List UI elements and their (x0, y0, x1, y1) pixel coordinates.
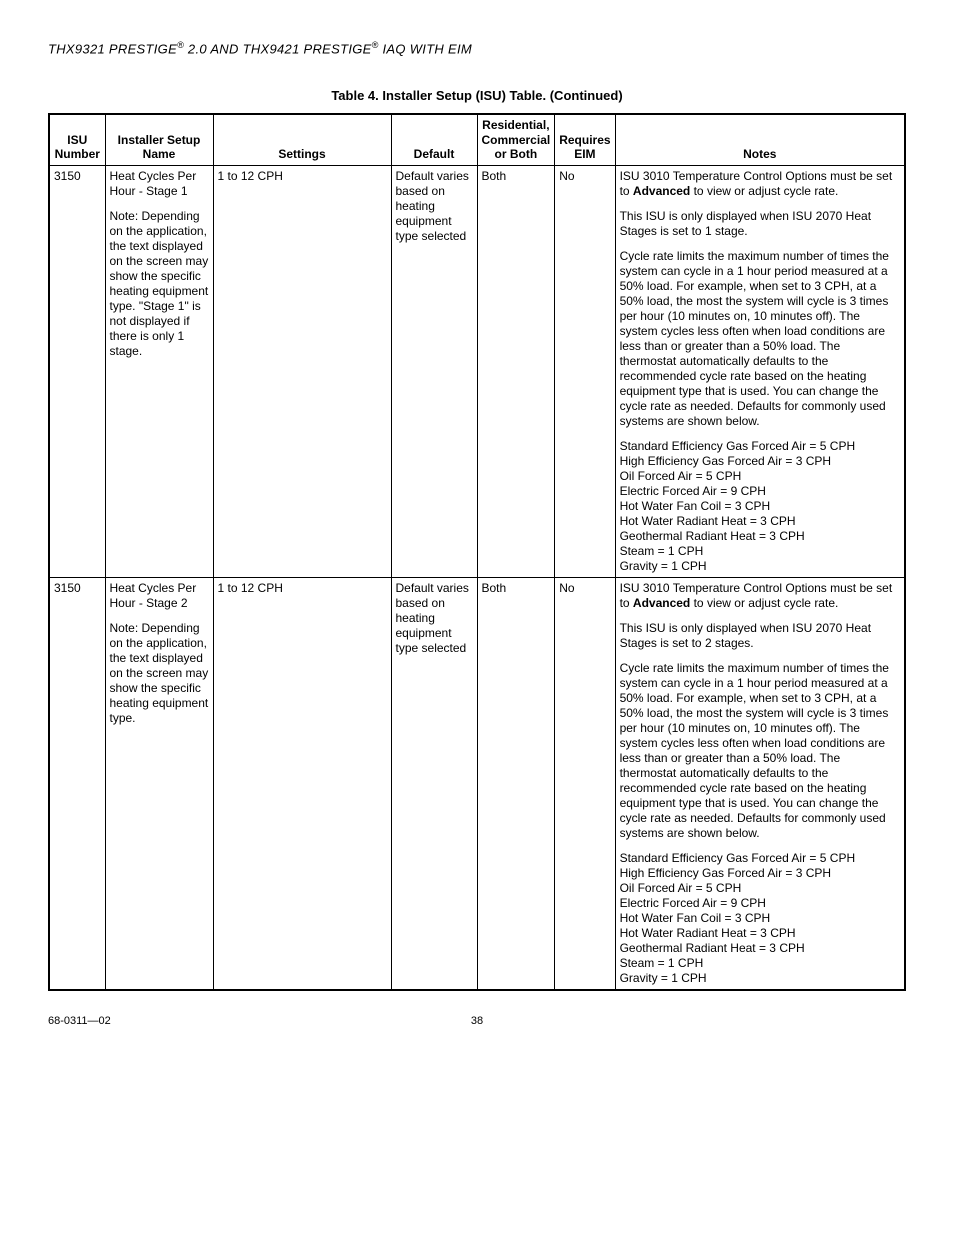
header-suffix: IAQ WITH EIM (379, 41, 472, 56)
name-p2: Note: Depending on the application, the … (110, 621, 209, 726)
notes-l1: Standard Efficiency Gas Forced Air = 5 C… (620, 439, 900, 454)
notes-p3: Cycle rate limits the maximum number of … (620, 661, 900, 841)
notes-l1: Standard Efficiency Gas Forced Air = 5 C… (620, 851, 900, 866)
notes-p3: Cycle rate limits the maximum number of … (620, 249, 900, 429)
cell-settings: 1 to 12 CPH (213, 165, 391, 577)
name-p1: Heat Cycles Per Hour - Stage 1 (110, 169, 209, 199)
notes-p1: ISU 3010 Temperature Control Options mus… (620, 581, 900, 611)
cell-default: Default varies based on heating equipmen… (391, 577, 477, 990)
name-p2: Note: Depending on the application, the … (110, 209, 209, 359)
notes-l9: Gravity = 1 CPH (620, 559, 900, 574)
notes-l4: Electric Forced Air = 9 CPH (620, 896, 900, 911)
notes-p1c: to view or adjust cycle rate. (690, 184, 838, 198)
cell-rcb: Both (477, 577, 555, 990)
cell-isu: 3150 (49, 165, 105, 577)
table-header-row: ISU Number Installer Setup Name Settings… (49, 114, 905, 165)
name-p1: Heat Cycles Per Hour - Stage 2 (110, 581, 209, 611)
cell-name: Heat Cycles Per Hour - Stage 2 Note: Dep… (105, 577, 213, 990)
col-settings: Settings (213, 114, 391, 165)
cell-name: Heat Cycles Per Hour - Stage 1 Note: Dep… (105, 165, 213, 577)
cell-notes: ISU 3010 Temperature Control Options mus… (615, 165, 905, 577)
notes-p1c: to view or adjust cycle rate. (690, 596, 838, 610)
footer-page: 38 (471, 1015, 483, 1027)
notes-p1b: Advanced (633, 596, 690, 610)
col-isu: ISU Number (49, 114, 105, 165)
notes-l3: Oil Forced Air = 5 CPH (620, 881, 900, 896)
notes-p2: This ISU is only displayed when ISU 2070… (620, 621, 900, 651)
notes-l7: Geothermal Radiant Heat = 3 CPH (620, 529, 900, 544)
notes-l6: Hot Water Radiant Heat = 3 CPH (620, 514, 900, 529)
notes-l8: Steam = 1 CPH (620, 544, 900, 559)
cell-notes: ISU 3010 Temperature Control Options mus… (615, 577, 905, 990)
notes-p2: This ISU is only displayed when ISU 2070… (620, 209, 900, 239)
table-row: 3150 Heat Cycles Per Hour - Stage 1 Note… (49, 165, 905, 577)
notes-l7: Geothermal Radiant Heat = 3 CPH (620, 941, 900, 956)
notes-l8: Steam = 1 CPH (620, 956, 900, 971)
col-name: Installer Setup Name (105, 114, 213, 165)
header-prefix: THX9321 PRESTIGE (48, 41, 177, 56)
col-eim: Requires EIM (555, 114, 615, 165)
notes-l9: Gravity = 1 CPH (620, 971, 900, 986)
header-reg1: ® (177, 40, 184, 50)
notes-l4: Electric Forced Air = 9 CPH (620, 484, 900, 499)
cell-isu: 3150 (49, 577, 105, 990)
table-row: 3150 Heat Cycles Per Hour - Stage 2 Note… (49, 577, 905, 990)
notes-l2: High Efficiency Gas Forced Air = 3 CPH (620, 866, 900, 881)
col-rcb: Residential, Commercial or Both (477, 114, 555, 165)
notes-l3: Oil Forced Air = 5 CPH (620, 469, 900, 484)
page-footer: 68-0311—02 38 (48, 1015, 906, 1027)
notes-l5: Hot Water Fan Coil = 3 CPH (620, 499, 900, 514)
cell-default: Default varies based on heating equipmen… (391, 165, 477, 577)
notes-p1b: Advanced (633, 184, 690, 198)
notes-list: Standard Efficiency Gas Forced Air = 5 C… (620, 439, 900, 574)
notes-l2: High Efficiency Gas Forced Air = 3 CPH (620, 454, 900, 469)
notes-list: Standard Efficiency Gas Forced Air = 5 C… (620, 851, 900, 986)
notes-p1: ISU 3010 Temperature Control Options mus… (620, 169, 900, 199)
page-header: THX9321 PRESTIGE® 2.0 AND THX9421 PRESTI… (48, 40, 906, 56)
footer-doc: 68-0311—02 (48, 1015, 111, 1027)
cell-eim: No (555, 577, 615, 990)
notes-l6: Hot Water Radiant Heat = 3 CPH (620, 926, 900, 941)
header-reg2: ® (372, 40, 379, 50)
notes-l5: Hot Water Fan Coil = 3 CPH (620, 911, 900, 926)
cell-settings: 1 to 12 CPH (213, 577, 391, 990)
col-notes: Notes (615, 114, 905, 165)
col-default: Default (391, 114, 477, 165)
cell-rcb: Both (477, 165, 555, 577)
header-mid: 2.0 AND THX9421 PRESTIGE (184, 41, 372, 56)
table-caption: Table 4. Installer Setup (ISU) Table. (C… (48, 88, 906, 103)
isu-table: ISU Number Installer Setup Name Settings… (48, 113, 906, 990)
cell-eim: No (555, 165, 615, 577)
